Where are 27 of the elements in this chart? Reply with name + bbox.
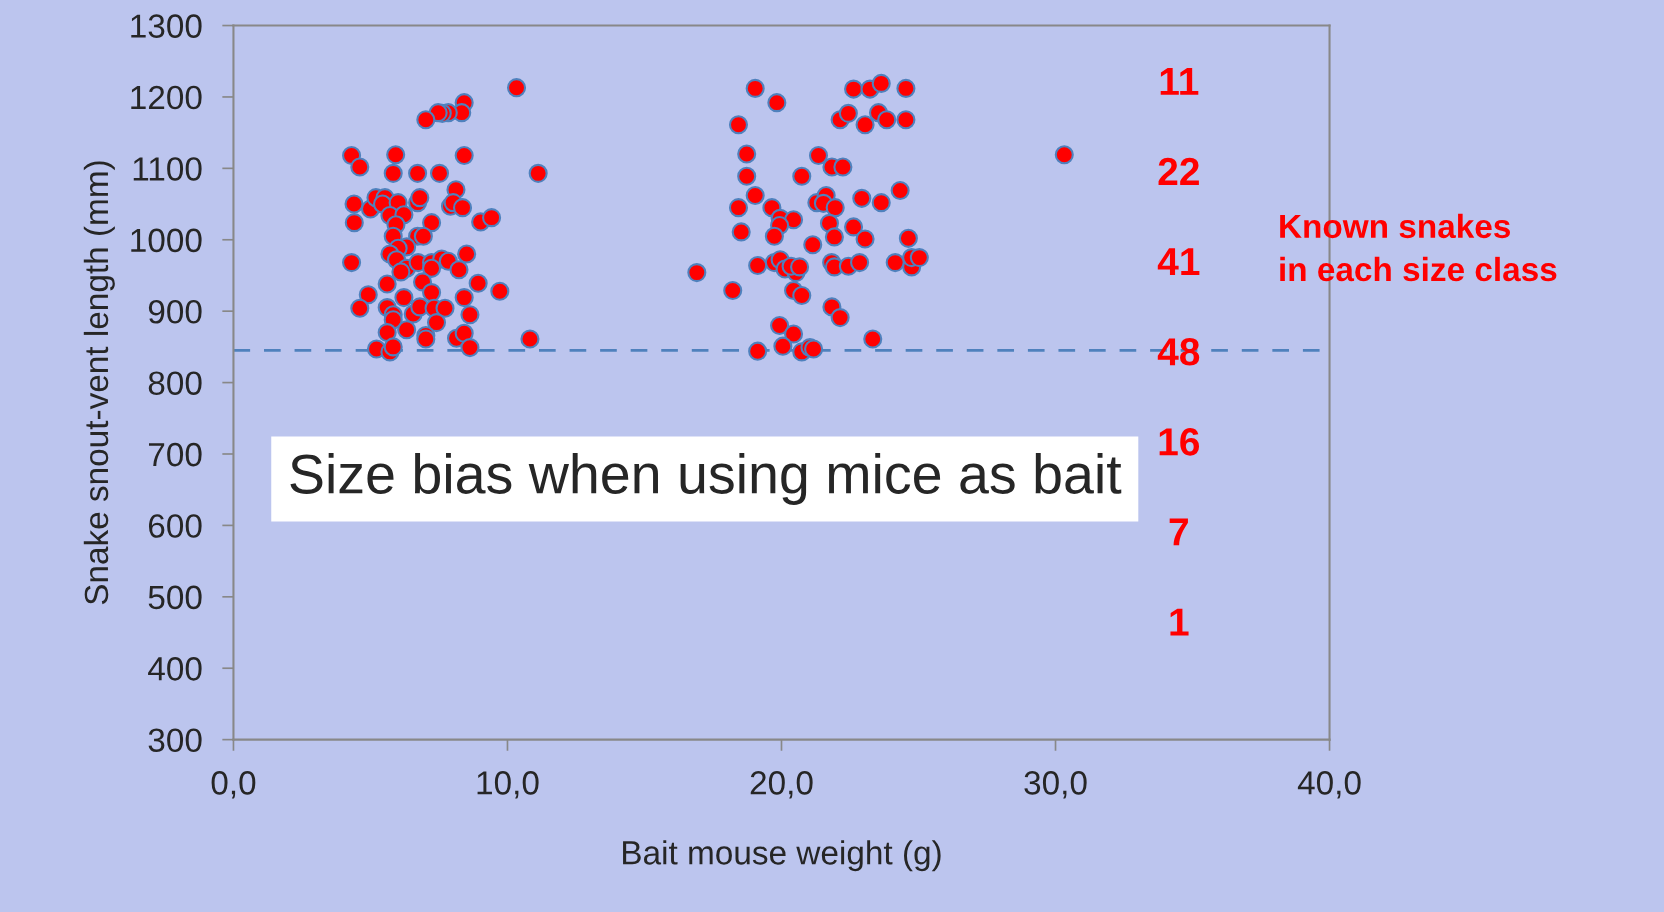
x-tick-label: 0,0: [211, 771, 256, 799]
y-tick-label: 1000: [131, 228, 202, 253]
y-tick-label: 400: [148, 657, 202, 681]
y-tick-label: 1200: [131, 85, 202, 110]
y-tick-label: 600: [148, 514, 202, 538]
y-tick-label: 1300: [131, 14, 202, 38]
x-axis-title: Bait mouse weight (g): [623, 840, 941, 872]
y-tick-label: 1100: [133, 157, 202, 181]
y-tick-label: 900: [148, 299, 202, 324]
x-tick-label: 20,0: [750, 771, 813, 799]
annotation: 48: [1157, 337, 1200, 366]
annotation: 22: [1158, 157, 1199, 185]
annotation: 1: [1170, 608, 1189, 636]
y-tick-label: 800: [148, 371, 202, 395]
y-tick-label: 500: [148, 585, 202, 610]
x-tick-label: 10,0: [477, 771, 539, 799]
y-axis-title: Snake snout-vent length (mm): [83, 161, 115, 605]
text: Size bias when using mice as bait: [290, 453, 1122, 505]
annotation: 11: [1160, 68, 1199, 95]
y-tick-label: 700: [149, 442, 202, 467]
annotation: Known snakes in each size class: [1280, 213, 1557, 282]
x-tick-label: 30,0: [1024, 771, 1087, 799]
y-tick-label: 300: [148, 728, 202, 753]
annotation: 41: [1157, 248, 1200, 276]
annotation: 16: [1159, 428, 1200, 456]
annotation: 7: [1169, 518, 1188, 546]
x-tick-label: 40,0: [1297, 771, 1361, 799]
